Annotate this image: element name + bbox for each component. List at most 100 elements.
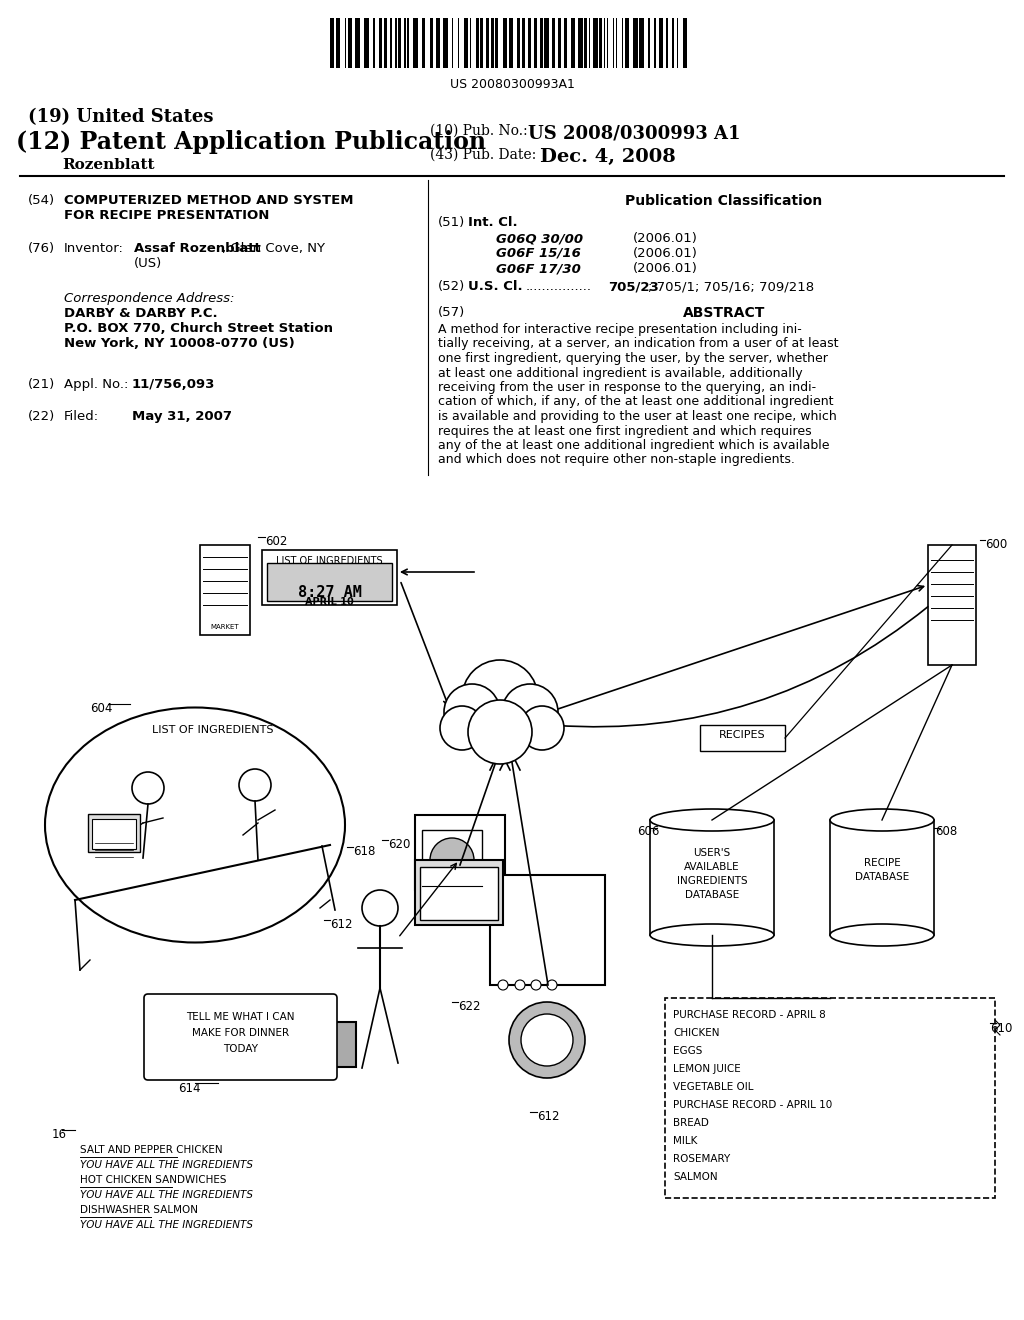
Text: Appl. No.:: Appl. No.: [63,378,128,391]
Circle shape [515,979,525,990]
Text: (57): (57) [438,306,465,319]
Text: Dec. 4, 2008: Dec. 4, 2008 [540,148,676,166]
Bar [348,18,352,69]
Text: VEGETABLE OIL: VEGETABLE OIL [673,1082,754,1092]
Text: 11/756,093: 11/756,093 [132,378,215,391]
Bar [658,18,664,69]
Text: (19) United States: (19) United States [28,108,213,125]
Text: DARBY & DARBY P.C.: DARBY & DARBY P.C. [63,308,218,319]
Text: APRIL 10: APRIL 10 [278,1030,327,1040]
Text: TELL ME WHAT I CAN: TELL ME WHAT I CAN [186,1012,295,1022]
Text: 600: 600 [985,539,1008,550]
Circle shape [132,772,164,804]
Ellipse shape [650,924,774,946]
Bar [625,18,629,69]
Text: TODAY: TODAY [223,1044,258,1053]
Bar [496,18,498,69]
Text: G06Q 30/00: G06Q 30/00 [496,232,583,246]
Bar [552,18,555,69]
Text: 622: 622 [458,1001,480,1012]
Text: USER'S: USER'S [693,847,731,858]
Text: Publication Classification: Publication Classification [626,194,822,209]
Text: one first ingredient, querying the user, by the server, whether: one first ingredient, querying the user,… [438,352,827,366]
Bar [464,18,468,69]
Bar [654,18,655,69]
Bar [683,18,687,69]
Bar [527,18,530,69]
Text: ................: ................ [526,280,592,293]
Bar [443,18,447,69]
Text: May 31, 2007: May 31, 2007 [132,411,232,422]
Bar [928,545,976,665]
Text: P.O. BOX 770, Church Street Station: P.O. BOX 770, Church Street Station [63,322,333,335]
Bar [517,18,520,69]
Text: (51): (51) [438,216,465,228]
Text: (22): (22) [28,411,55,422]
Text: Inventor:: Inventor: [63,242,124,255]
Bar [420,867,498,920]
Text: DATABASE: DATABASE [685,890,739,900]
Circle shape [531,979,541,990]
Text: (10) Pub. No.:: (10) Pub. No.: [430,124,527,139]
Circle shape [441,876,449,884]
Circle shape [456,876,464,884]
Text: (54): (54) [28,194,55,207]
Bar [490,18,494,69]
Text: PURCHASE RECORD - APRIL 8: PURCHASE RECORD - APRIL 8 [673,1010,825,1020]
Bar [700,725,785,751]
Text: Int. Cl.: Int. Cl. [468,216,517,228]
Text: HOT CHICKEN SANDWICHES: HOT CHICKEN SANDWICHES [80,1175,226,1185]
Bar [379,18,382,69]
Text: G06F 17/30: G06F 17/30 [496,261,581,275]
Text: INGREDIENTS: INGREDIENTS [677,876,748,886]
Bar [648,18,650,69]
Bar [563,18,566,69]
Bar [672,18,674,69]
Ellipse shape [45,708,345,942]
Text: 602: 602 [265,535,288,548]
Bar [92,818,136,849]
Text: CHICKEN: CHICKEN [673,1028,720,1038]
Bar [248,1022,356,1067]
Bar [415,814,505,890]
Text: 612: 612 [537,1110,559,1123]
Bar [470,18,471,69]
Bar [384,18,386,69]
Bar [830,820,934,935]
Text: A method for interactive recipe presentation including ini-: A method for interactive recipe presenta… [438,323,802,337]
Text: (76): (76) [28,242,55,255]
Bar [422,830,482,884]
Circle shape [440,706,484,750]
Bar [452,18,454,69]
Bar [395,18,397,69]
Circle shape [239,770,271,801]
Text: SALT AND PEPPER CHICKEN: SALT AND PEPPER CHICKEN [80,1144,222,1155]
Text: (43) Pub. Date:: (43) Pub. Date: [430,148,537,162]
Text: (2006.01): (2006.01) [633,232,698,246]
Bar [622,18,623,69]
Text: (52): (52) [438,280,465,293]
Bar [558,18,560,69]
Bar [615,18,617,69]
Bar [480,18,483,69]
Text: LIST OF INGREDIENTS: LIST OF INGREDIENTS [152,725,273,735]
Bar [540,18,543,69]
Text: (2006.01): (2006.01) [633,261,698,275]
Circle shape [547,979,557,990]
Text: G06F 15/16: G06F 15/16 [496,247,581,260]
Bar [589,18,590,69]
Bar [604,18,605,69]
Circle shape [521,1014,573,1067]
Text: Filed:: Filed: [63,411,99,422]
Text: ROSEMARY: ROSEMARY [673,1154,730,1164]
Bar [490,875,605,985]
Text: 614: 614 [178,1082,201,1096]
Bar [534,18,537,69]
Circle shape [444,684,500,741]
Bar [585,18,588,69]
Bar [414,18,418,69]
Text: APRIL 10: APRIL 10 [305,597,354,607]
Circle shape [362,890,398,927]
Circle shape [498,979,508,990]
Bar [408,18,409,69]
